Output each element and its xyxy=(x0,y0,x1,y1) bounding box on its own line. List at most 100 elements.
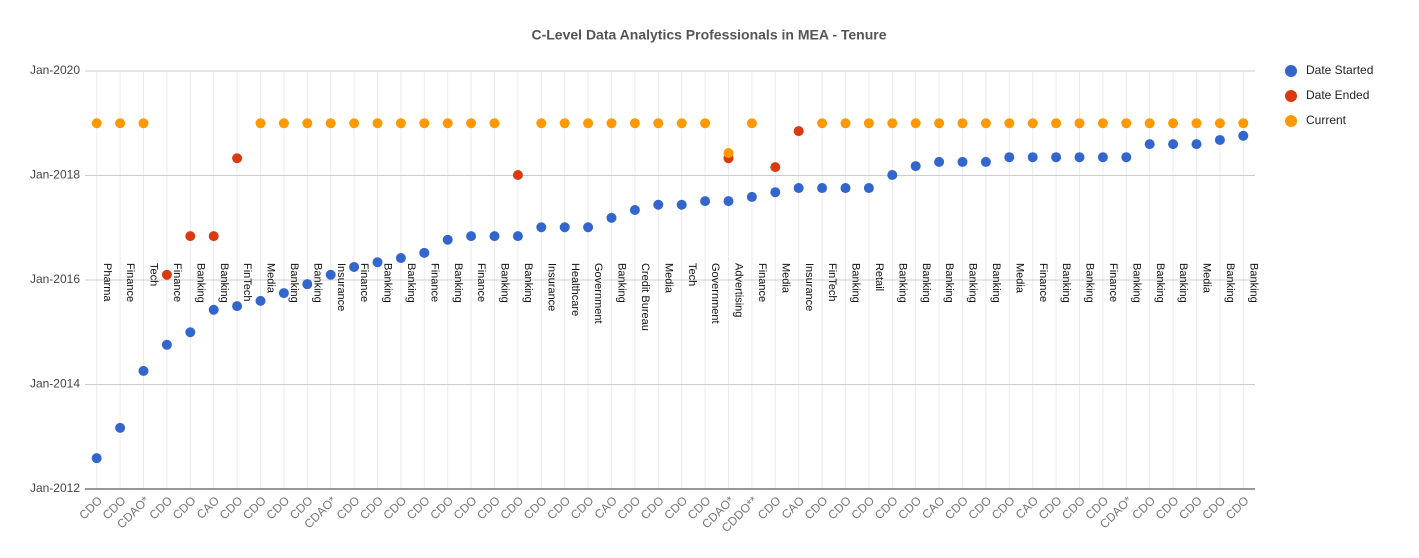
x-tick-label: CDO xyxy=(849,493,878,522)
point xyxy=(676,118,687,129)
legend-label: Current xyxy=(1306,113,1347,127)
industry-label: Banking xyxy=(194,263,206,303)
point xyxy=(746,191,757,202)
point xyxy=(115,422,126,433)
x-tick-label: CDO xyxy=(825,493,854,522)
industry-label: Media xyxy=(265,263,277,294)
point xyxy=(161,339,172,350)
industry-label: Banking xyxy=(311,263,323,303)
point xyxy=(583,222,594,233)
x-tick-label: CDO xyxy=(474,493,503,522)
point xyxy=(817,118,828,129)
point xyxy=(489,118,500,129)
point xyxy=(1214,118,1225,129)
point xyxy=(676,199,687,210)
legend-marker xyxy=(1285,90,1297,102)
point xyxy=(325,269,336,280)
industry-label: Finance xyxy=(358,263,370,302)
x-tick-label: CAO xyxy=(779,493,807,521)
point xyxy=(161,269,172,280)
x-tick-label: CDO xyxy=(1153,493,1182,522)
industry-label: Finance xyxy=(1107,263,1119,302)
point xyxy=(957,156,968,167)
industry-label: Government xyxy=(709,263,721,324)
industry-label: Banking xyxy=(1060,263,1072,303)
x-tick-label: CDO xyxy=(498,493,527,522)
x-tick-label: CAO xyxy=(592,493,620,521)
point xyxy=(1144,139,1155,150)
industry-label: Banking xyxy=(967,263,979,303)
point xyxy=(395,118,406,129)
industry-label: Finance xyxy=(428,263,440,302)
y-tick-label: Jan-2020 xyxy=(30,63,80,77)
industry-label: Banking xyxy=(920,263,932,303)
x-tick-label: CDO xyxy=(334,493,363,522)
x-tick-label: CDO xyxy=(872,493,901,522)
x-tick-label: CDO xyxy=(942,493,971,522)
point xyxy=(255,295,266,306)
industry-label: Banking xyxy=(1177,263,1189,303)
industry-label: Banking xyxy=(452,263,464,303)
point xyxy=(91,453,102,464)
point xyxy=(232,301,243,312)
industry-label: Banking xyxy=(499,263,511,303)
point xyxy=(1027,152,1038,163)
point xyxy=(700,118,711,129)
industry-label: Finance xyxy=(756,263,768,302)
point xyxy=(208,304,219,315)
point xyxy=(185,231,196,242)
point xyxy=(793,183,804,194)
x-tick-label: CDO xyxy=(989,493,1018,522)
point xyxy=(746,118,757,129)
point xyxy=(817,183,828,194)
point xyxy=(1004,152,1015,163)
industry-label: Finance xyxy=(124,263,136,302)
point xyxy=(653,118,664,129)
x-tick-label: CDO xyxy=(147,493,176,522)
point xyxy=(980,156,991,167)
point xyxy=(840,183,851,194)
point xyxy=(466,118,477,129)
point xyxy=(419,118,430,129)
x-tick-label: CDO xyxy=(755,493,784,522)
industry-label: Healthcare xyxy=(569,263,581,316)
point xyxy=(700,196,711,207)
x-tick-label: CDO xyxy=(217,493,246,522)
point xyxy=(466,231,477,242)
point xyxy=(1051,152,1062,163)
x-tick-label: CDO xyxy=(568,493,597,522)
point xyxy=(512,169,523,180)
x-tick-label: CDO xyxy=(427,493,456,522)
point xyxy=(629,204,640,215)
point xyxy=(442,118,453,129)
point xyxy=(1121,118,1132,129)
point xyxy=(349,261,360,272)
x-tick-label: CDO xyxy=(1176,493,1205,522)
point xyxy=(629,118,640,129)
point xyxy=(208,231,219,242)
industry-label: Banking xyxy=(616,263,628,303)
y-tick-label: Jan-2012 xyxy=(30,481,80,495)
point xyxy=(1004,118,1015,129)
x-tick-label: CDO xyxy=(661,493,690,522)
industry-label: Banking xyxy=(990,263,1002,303)
x-tick-label: CDO xyxy=(381,493,410,522)
point xyxy=(583,118,594,129)
point xyxy=(934,156,945,167)
point xyxy=(536,118,547,129)
x-tick-label: CDO xyxy=(264,493,293,522)
y-tick-label: Jan-2018 xyxy=(30,168,80,182)
industry-label: Media xyxy=(1201,263,1213,294)
point xyxy=(138,365,149,376)
point xyxy=(606,212,617,223)
industry-label: Banking xyxy=(522,263,534,303)
point xyxy=(1027,118,1038,129)
x-tick-label: CDO xyxy=(895,493,924,522)
legend-label: Date Started xyxy=(1306,63,1373,77)
point xyxy=(910,118,921,129)
industry-label: Banking xyxy=(288,263,300,303)
x-tick-label: CDO xyxy=(521,493,550,522)
industry-label: Media xyxy=(1013,263,1025,294)
x-tick-label: CDO xyxy=(615,493,644,522)
